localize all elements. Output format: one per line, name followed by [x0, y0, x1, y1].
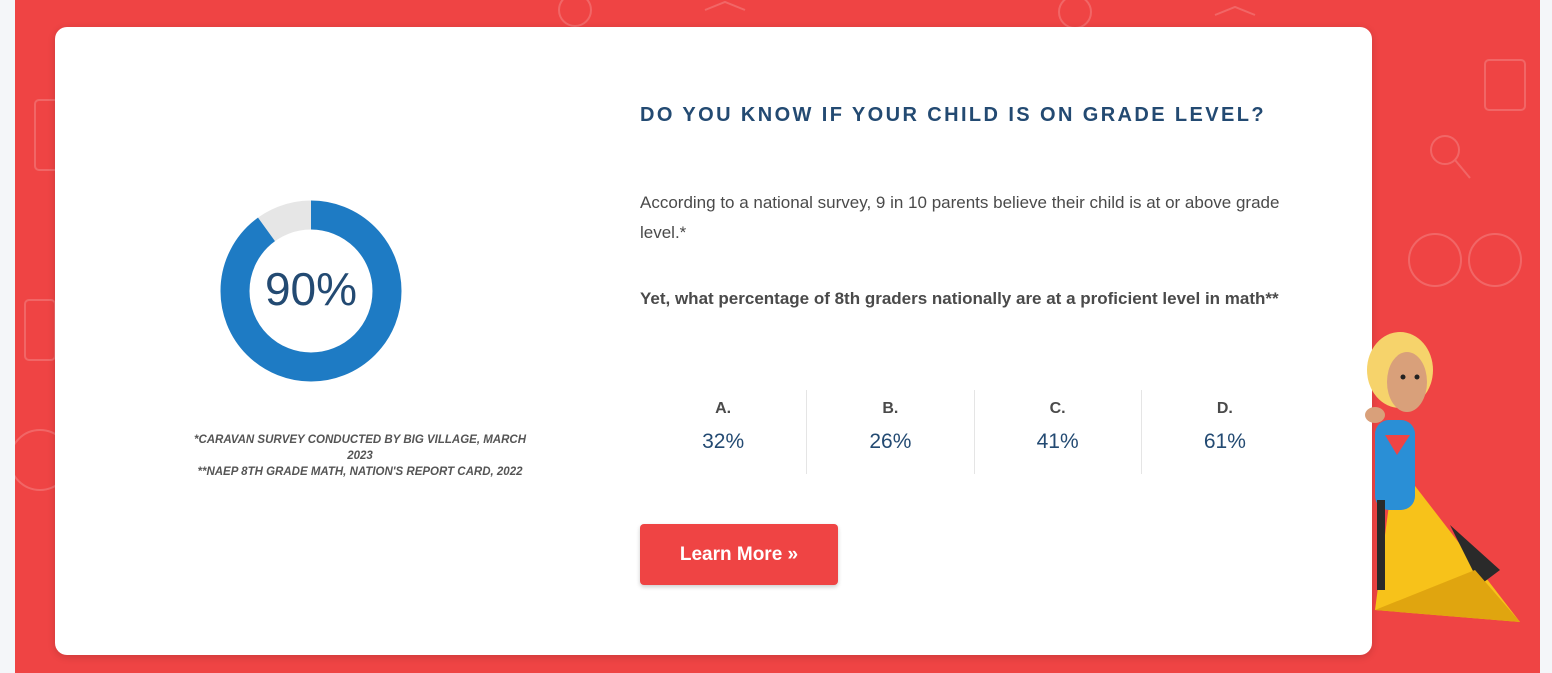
option-value: 61% — [1142, 430, 1308, 454]
option: A. 32% — [640, 390, 806, 474]
footnote: *Caravan survey conducted by Big Village… — [190, 432, 530, 464]
option-letter: D. — [1142, 400, 1308, 418]
option-value: 26% — [807, 430, 973, 454]
donut-chart: 90% — [220, 200, 402, 382]
option-value: 32% — [640, 430, 806, 454]
option: C. 41% — [974, 390, 1141, 474]
page: Grade Level html, body { margin: 0; padd… — [0, 0, 1552, 673]
option: D. 61% — [1141, 390, 1308, 474]
donut-label: 90% — [265, 263, 357, 315]
page-body: {"donut": {"value": 90, "label": "90%"},… — [0, 0, 1552, 673]
option: B. 26% — [806, 390, 973, 474]
character-illustration — [1355, 310, 1525, 630]
option-letter: C. — [975, 400, 1141, 418]
paragraph: According to a national survey, 9 in 10 … — [640, 188, 1320, 248]
options: A. 32% B. 26% C. 41% D. 61% — [640, 390, 1308, 474]
option-letter: B. — [807, 400, 973, 418]
footnote: **NAEP 8th Grade Math, Nation's Report C… — [190, 464, 530, 480]
question: Yet, what percentage of 8th graders nati… — [640, 284, 1320, 314]
option-letter: A. — [640, 400, 806, 418]
heading: DO YOU KNOW IF YOUR CHILD IS ON GRADE LE… — [640, 100, 1280, 130]
footnotes: *Caravan survey conducted by Big Village… — [190, 432, 530, 480]
learn-more-button[interactable]: Learn More » — [640, 524, 838, 585]
option-value: 41% — [975, 430, 1141, 454]
